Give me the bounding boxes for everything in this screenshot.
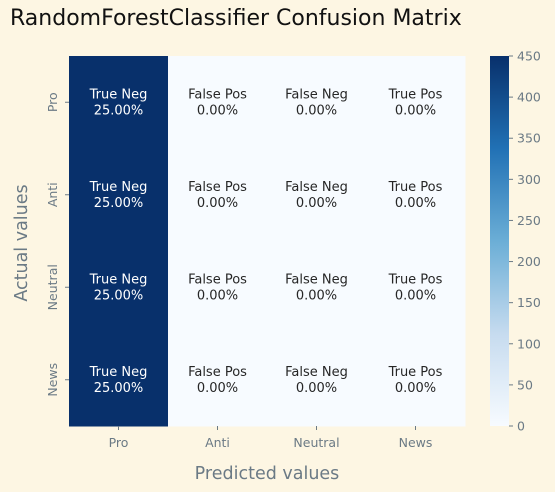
- cell-label: True Pos 0.00%: [388, 272, 443, 303]
- y-tick-label: Anti: [45, 182, 60, 207]
- cell-label: True Neg 25.00%: [89, 365, 148, 396]
- x-tick-label: News: [399, 435, 433, 450]
- y-axis-label: Actual values: [12, 184, 32, 301]
- x-tick-label: Anti: [205, 435, 230, 450]
- cell-label: True Neg 25.00%: [89, 87, 148, 118]
- colorbar-tick-label: 50: [517, 377, 533, 392]
- x-tick-label: Pro: [109, 435, 129, 450]
- y-tick-label: Pro: [45, 92, 60, 112]
- y-tick-label: Neutral: [45, 264, 60, 310]
- colorbar-tick-label: 400: [517, 90, 541, 105]
- colorbar-gradient: [490, 56, 509, 426]
- colorbar-tick-label: 450: [517, 49, 541, 64]
- x-tick-label: Neutral: [293, 435, 339, 450]
- cell-label: True Pos 0.00%: [388, 365, 443, 396]
- colorbar-tick-label: 350: [517, 131, 541, 146]
- colorbar: 0 50 100 150 200 250 300 350 400 450: [490, 49, 541, 434]
- cell-label: True Neg 25.00%: [89, 180, 148, 211]
- colorbar-tick-label: 250: [517, 213, 541, 228]
- colorbar-tick-label: 100: [517, 336, 541, 351]
- cell-label: True Neg 25.00%: [89, 272, 148, 303]
- colorbar-tick-label: 300: [517, 172, 541, 187]
- colorbar-tick-label: 150: [517, 295, 541, 310]
- heatmap-cells: True Neg 25.00%False Pos 0.00%False Neg 0.0…: [69, 56, 466, 427]
- y-tick-label: News: [45, 363, 60, 397]
- cell-label: True Pos 0.00%: [388, 180, 443, 211]
- x-axis-label: Predicted values: [195, 464, 340, 484]
- colorbar-tick-label: 0: [517, 419, 525, 434]
- cell-label: True Pos 0.00%: [388, 87, 443, 118]
- colorbar-tick-label: 200: [517, 254, 541, 269]
